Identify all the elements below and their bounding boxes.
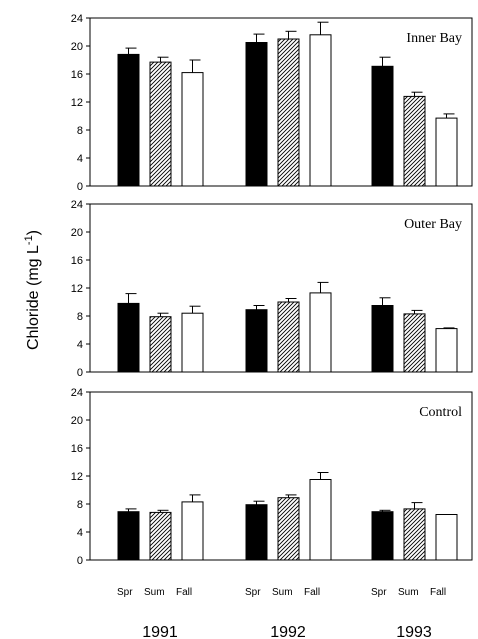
season-label-sum: Sum (272, 587, 293, 598)
panel-label: Inner Bay (406, 31, 462, 46)
bar-1991-sum (150, 317, 171, 372)
bar-1993-fall (436, 329, 457, 372)
y-tick-label: 16 (71, 69, 83, 81)
y-tick-label: 24 (71, 199, 83, 211)
season-label-fall: Fall (176, 587, 192, 598)
y-tick-label: 4 (77, 339, 83, 351)
y-tick-label: 4 (77, 527, 83, 539)
year-label-1992: 1992 (270, 624, 306, 639)
bar-1991-spr (118, 512, 139, 560)
bar-1992-spr (246, 43, 267, 187)
y-tick-label: 8 (77, 499, 83, 511)
y-tick-label: 0 (77, 367, 83, 379)
bar-1993-spr (372, 66, 393, 186)
bar-1992-sum (278, 302, 299, 372)
bar-1991-fall (182, 73, 203, 186)
bar-1992-spr (246, 310, 267, 372)
panel-control: 0 4 8 12 16 20 24 Control (71, 387, 472, 567)
bar-1992-spr (246, 505, 267, 560)
bar-1991-sum (150, 62, 171, 186)
y-tick-label: 4 (77, 153, 83, 165)
bar-1993-fall (436, 118, 457, 186)
y-tick-label: 12 (71, 283, 83, 295)
bar-1993-sum (404, 509, 425, 560)
y-tick-label: 0 (77, 555, 83, 567)
y-tick-label: 12 (71, 471, 83, 483)
y-tick-label: 20 (71, 227, 83, 239)
bar-1991-fall (182, 313, 203, 372)
bar-1993-sum (404, 314, 425, 372)
bar-1992-fall (310, 480, 331, 561)
y-axis-label: Chloride (mg L-1) (23, 230, 42, 350)
season-label-spr: Spr (371, 587, 387, 598)
y-tick-label: 8 (77, 125, 83, 137)
y-tick-label: 12 (71, 97, 83, 109)
panel-outer-bay: 0 4 8 12 16 20 24 Outer Bay (71, 199, 472, 379)
bar-1991-spr (118, 54, 139, 186)
bar-1993-spr (372, 306, 393, 373)
chart-panels: 0 4 8 12 16 20 24 Inner Bay 0 4 8 12 16 20 24 Outer Bay… (71, 13, 472, 567)
season-label-sum: Sum (398, 587, 419, 598)
bar-1991-spr (118, 303, 139, 372)
bar-1991-fall (182, 502, 203, 560)
y-tick-label: 16 (71, 443, 83, 455)
bar-1992-fall (310, 35, 331, 186)
bar-1993-fall (436, 515, 457, 561)
x-axis-labels: Spr Sum Fall 1991 Spr Sum Fall 1992 Spr Sum Fall 19… (117, 587, 446, 639)
bar-1992-sum (278, 498, 299, 560)
y-tick-label: 20 (71, 415, 83, 427)
year-label-1991: 1991 (142, 624, 178, 639)
y-tick-label: 0 (77, 181, 83, 193)
season-label-fall: Fall (430, 587, 446, 598)
panel-label: Control (419, 405, 462, 420)
panel-inner-bay: 0 4 8 12 16 20 24 Inner Bay (71, 13, 472, 193)
y-tick-label: 24 (71, 13, 83, 25)
bar-1993-spr (372, 512, 393, 560)
season-label-spr: Spr (245, 587, 261, 598)
y-tick-label: 20 (71, 41, 83, 53)
season-label-fall: Fall (304, 587, 320, 598)
bar-1992-fall (310, 293, 331, 372)
bar-1991-sum (150, 512, 171, 560)
panel-label: Outer Bay (404, 217, 462, 232)
bar-1992-sum (278, 39, 299, 186)
season-label-sum: Sum (144, 587, 165, 598)
season-label-spr: Spr (117, 587, 133, 598)
y-tick-label: 16 (71, 255, 83, 267)
y-tick-label: 24 (71, 387, 83, 399)
year-label-1993: 1993 (396, 624, 432, 639)
bar-1993-sum (404, 96, 425, 186)
y-tick-label: 8 (77, 311, 83, 323)
